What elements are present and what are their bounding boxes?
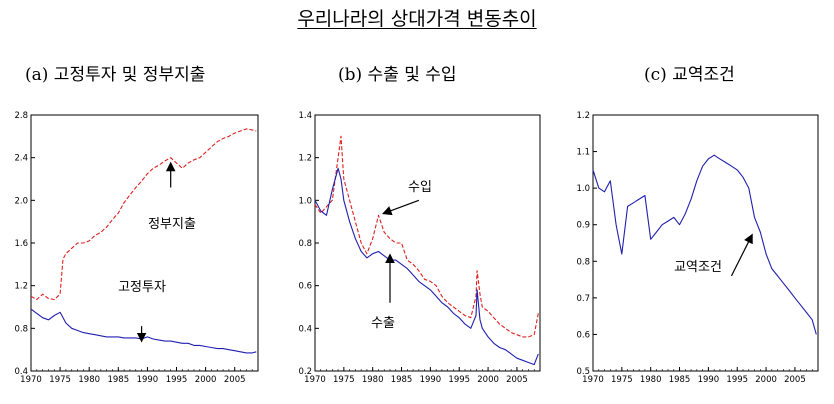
y-tick-label: 0.8 — [14, 324, 28, 334]
y-tick-label: 1.1 — [576, 148, 590, 158]
y-tick-label: 0.8 — [298, 239, 312, 249]
annotation-label: 정부지출 — [148, 217, 196, 232]
series-line-0-1 — [30, 308, 257, 354]
x-tick-label: 1990 — [420, 375, 442, 385]
y-tick-label: 0.5 — [576, 367, 590, 377]
x-tick-label: 1980 — [640, 375, 662, 385]
y-tick-label: 0.6 — [576, 330, 590, 340]
x-tick-label: 1985 — [669, 375, 691, 385]
x-tick-label: 1975 — [49, 375, 71, 385]
y-tick-label: 0.2 — [298, 367, 312, 377]
panel-title-b: (b) 수출 및 수입 — [338, 65, 457, 85]
y-tick-label: 1.4 — [298, 111, 312, 121]
x-tick-label: 2000 — [755, 375, 777, 385]
x-tick-label: 1995 — [448, 375, 470, 385]
chart-panel-0: 1970 1975 1980 1985 1990 1995 2000 2005 0.4 0.8 1.… — [14, 111, 259, 385]
y-tick-label: 2.8 — [14, 111, 28, 121]
chart-panel-2: 1970 1975 1980 1985 1990 1995 2000 2005 0.5 0.6 0.… — [576, 111, 819, 385]
y-tick-label: 1.2 — [298, 154, 312, 164]
x-tick-label: 1970 — [20, 375, 42, 385]
annotation-arrow — [381, 199, 420, 216]
annotation-label: 고정투자 — [118, 280, 166, 295]
series-line-1-1 — [314, 167, 539, 366]
plot-frame — [592, 114, 819, 372]
y-tick-label: 0.8 — [576, 257, 590, 267]
x-tick-label: 1970 — [582, 375, 604, 385]
x-tick-label: 1975 — [611, 375, 633, 385]
y-tick-label: 1.6 — [14, 239, 28, 249]
x-tick-label: 2005 — [506, 375, 528, 385]
plot-frame — [30, 114, 259, 372]
y-tick-label: 2.0 — [14, 196, 28, 206]
annotation-label: 수입 — [408, 180, 432, 195]
x-tick-label: 1970 — [304, 375, 326, 385]
x-tick-label: 1990 — [137, 375, 159, 385]
x-tick-label: 1980 — [78, 375, 100, 385]
series-line-2-0 — [592, 154, 817, 335]
y-tick-label: 0.7 — [576, 294, 590, 304]
main-title: 우리나라의 상대가격 변동추이 — [297, 8, 537, 30]
x-tick-label: 2005 — [784, 375, 806, 385]
series-line-1-0 — [314, 135, 539, 338]
x-tick-label: 1995 — [726, 375, 748, 385]
y-tick-label: 0.4 — [298, 324, 312, 334]
plot-frame — [314, 114, 541, 372]
panel-title-a: (a) 고정투자 및 정부지출 — [25, 65, 206, 85]
annotation-label: 교역조건 — [674, 260, 722, 275]
x-tick-label: 2005 — [224, 375, 246, 385]
x-tick-label: 1985 — [391, 375, 413, 385]
y-tick-label: 0.6 — [298, 282, 312, 292]
y-tick-label: 0.9 — [576, 221, 590, 231]
y-tick-label: 1.0 — [576, 184, 590, 194]
y-tick-label: 0.4 — [14, 367, 28, 377]
y-tick-label: 1.2 — [14, 282, 28, 292]
y-tick-label: 2.4 — [14, 154, 28, 164]
y-tick-label: 1.2 — [576, 111, 590, 121]
series-line-0-0 — [30, 128, 257, 301]
x-tick-label: 1990 — [698, 375, 720, 385]
annotation-label: 수출 — [371, 316, 395, 331]
x-tick-label: 1995 — [166, 375, 188, 385]
y-tick-label: 1.0 — [298, 196, 312, 206]
x-tick-label: 1980 — [362, 375, 384, 385]
panel-title-c: (c) 교역조건 — [644, 65, 735, 85]
x-tick-label: 1975 — [333, 375, 355, 385]
chart-panel-1: 1970 1975 1980 1985 1990 1995 2000 2005 0.2 0.4 0.… — [298, 111, 541, 385]
x-tick-label: 2000 — [195, 375, 217, 385]
x-tick-label: 1985 — [107, 375, 129, 385]
x-tick-label: 2000 — [477, 375, 499, 385]
annotation-arrow — [730, 233, 753, 277]
